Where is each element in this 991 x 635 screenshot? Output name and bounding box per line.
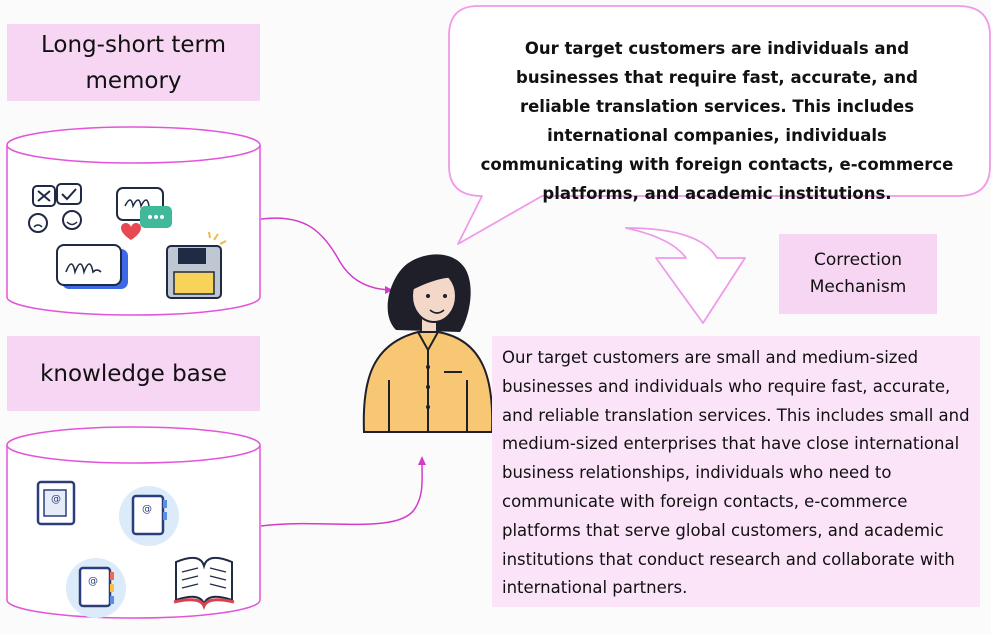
- open-book-icon: [173, 556, 235, 611]
- knowledge-to-person-arrow: [260, 461, 423, 527]
- svg-text:@: @: [51, 494, 61, 505]
- address-book-circle-icon: @: [119, 486, 179, 546]
- memory-label: Long-short term memory: [7, 24, 260, 101]
- memory-to-person-arrow: [260, 217, 394, 291]
- correction-label: Correction Mechanism: [779, 234, 937, 314]
- chat-heart-icon: [116, 187, 172, 240]
- speech-bubble: [448, 5, 991, 245]
- corrected-answer-box: Our target customers are small and mediu…: [492, 336, 980, 607]
- chat-bubble-icon: [56, 244, 128, 289]
- feedback-faces-icon: [28, 183, 82, 233]
- contact-book-icon: @: [66, 558, 126, 618]
- memory-arrowhead: [385, 286, 393, 294]
- svg-text:@: @: [142, 504, 152, 515]
- knowledge-arrowhead: [418, 456, 426, 465]
- svg-text:@: @: [88, 576, 98, 587]
- correction-arrow: [625, 227, 746, 324]
- floppy-disk-icon: [166, 231, 227, 299]
- address-book-icon: @: [36, 480, 76, 526]
- person-illustration: [362, 254, 494, 433]
- knowledge-label: knowledge base: [7, 336, 260, 411]
- initial-answer-text: Our target customers are individuals and…: [480, 39, 954, 203]
